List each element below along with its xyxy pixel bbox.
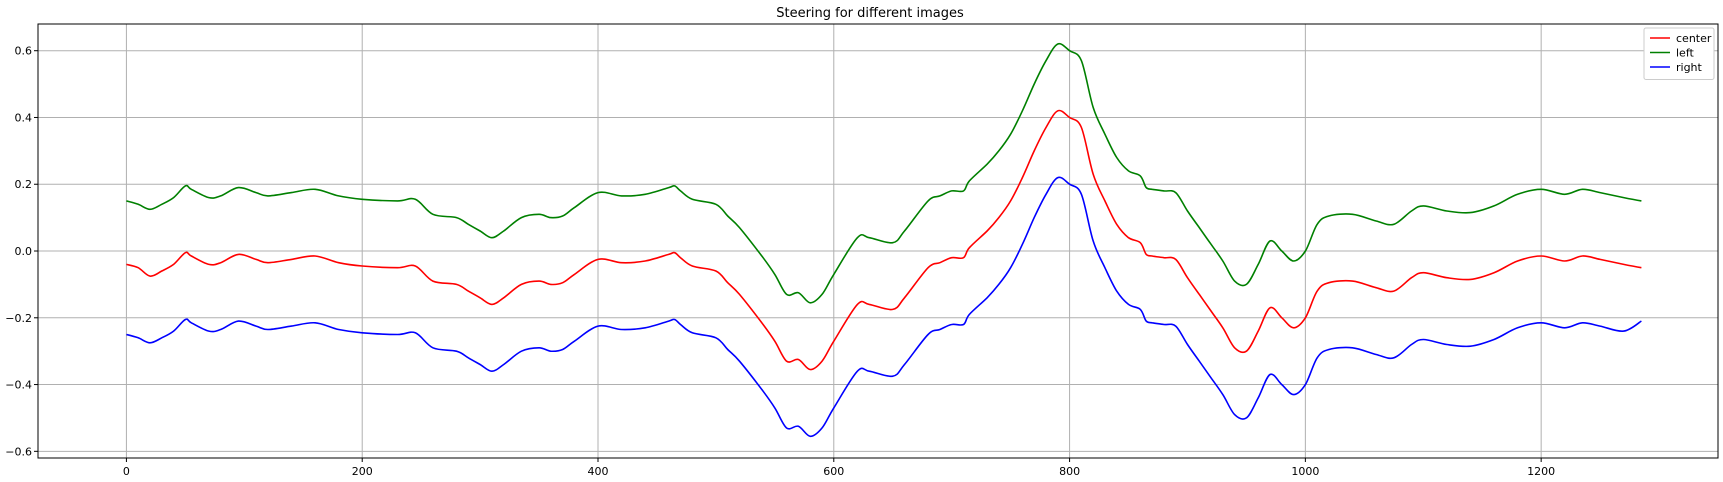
grid-lines xyxy=(38,24,1718,458)
y-tick-label: 0.2 xyxy=(15,178,33,191)
x-tick-label: 0 xyxy=(123,465,130,478)
legend-label-center: center xyxy=(1676,32,1712,45)
y-tick-label: −0.6 xyxy=(5,445,32,458)
y-tick-label: −0.2 xyxy=(5,312,32,325)
y-tick-label: 0.0 xyxy=(15,245,33,258)
y-tick-label: 0.6 xyxy=(15,45,33,58)
y-tick-label: 0.4 xyxy=(15,111,33,124)
x-tick-label: 1200 xyxy=(1527,465,1555,478)
x-axis: 0 200 400 600 800 1000 1200 xyxy=(123,458,1555,478)
y-axis: −0.6 −0.4 −0.2 0.0 0.2 0.4 0.6 xyxy=(5,45,38,458)
chart-title: Steering for different images xyxy=(776,6,964,21)
x-tick-label: 800 xyxy=(1059,465,1080,478)
legend-label-left: left xyxy=(1676,47,1695,60)
series-line-left xyxy=(126,42,1642,304)
series-layer xyxy=(126,42,1642,438)
series-line-center xyxy=(126,109,1642,371)
plot-frame xyxy=(37,23,1719,459)
series-line-right xyxy=(126,176,1642,438)
legend-label-right: right xyxy=(1676,61,1703,74)
x-tick-label: 1000 xyxy=(1291,465,1319,478)
x-tick-label: 200 xyxy=(352,465,373,478)
x-tick-label: 600 xyxy=(823,465,844,478)
x-tick-label: 400 xyxy=(588,465,609,478)
y-tick-label: −0.4 xyxy=(5,379,32,392)
